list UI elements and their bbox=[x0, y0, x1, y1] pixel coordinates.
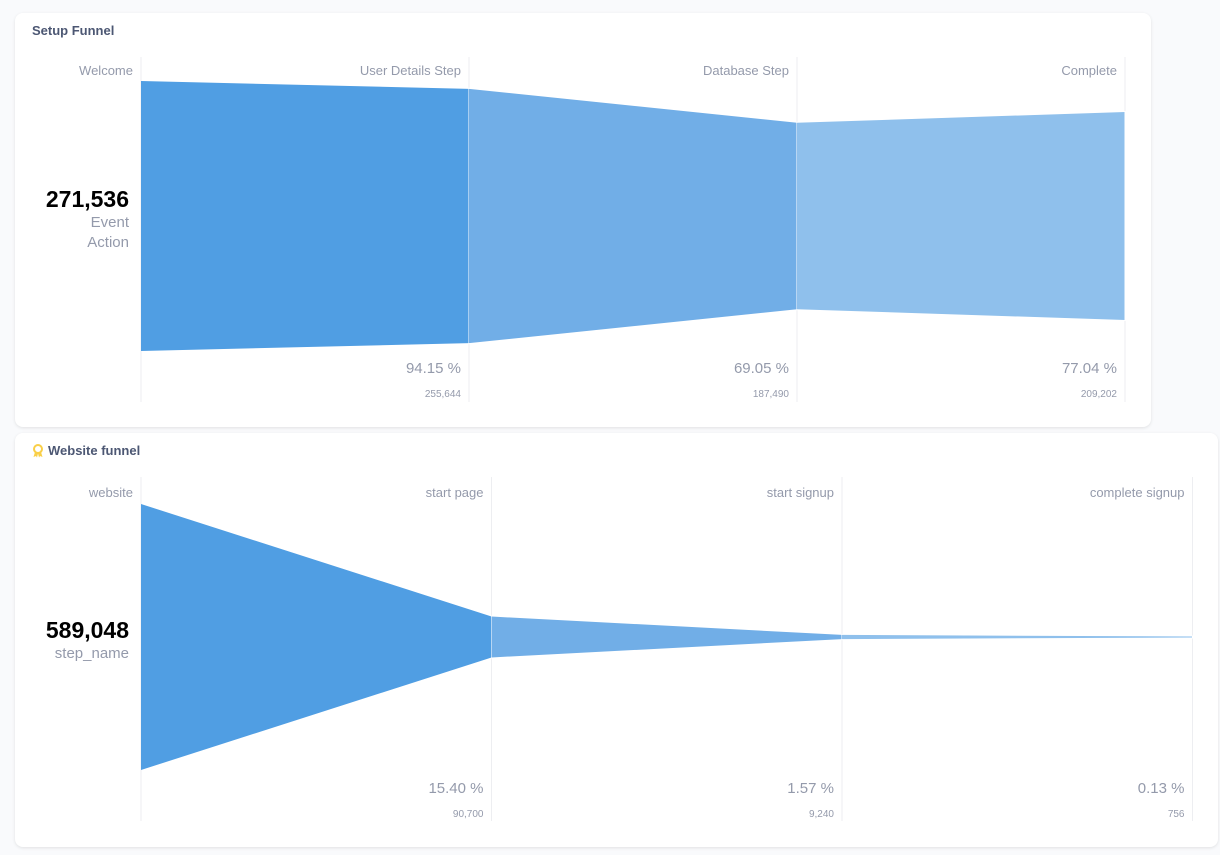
step-name-label: start signup bbox=[766, 485, 834, 500]
step-name-label: Complete bbox=[1061, 63, 1117, 78]
card-title-text[interactable]: Website funnel bbox=[48, 443, 141, 458]
funnel-segment[interactable] bbox=[842, 634, 1193, 640]
step-name-label: start page bbox=[425, 485, 484, 500]
step-count: 9,240 bbox=[808, 809, 834, 820]
step-name-label: Welcome bbox=[79, 63, 133, 78]
step-percent: 69.05 % bbox=[733, 360, 789, 377]
metric-line: Event bbox=[90, 214, 129, 231]
step-name-label: User Details Step bbox=[359, 63, 461, 78]
funnel-chart bbox=[140, 57, 1126, 402]
funnel-segment[interactable] bbox=[141, 504, 492, 770]
funnel-segment[interactable] bbox=[469, 88, 797, 344]
funnel-total: 271,536 bbox=[45, 186, 129, 212]
funnel-total: 589,048 bbox=[45, 617, 129, 643]
step-count: 90,700 bbox=[452, 809, 484, 820]
funnel-segment[interactable] bbox=[797, 111, 1125, 321]
card-title-text[interactable]: Setup Funnel bbox=[32, 23, 115, 38]
step-percent: 1.57 % bbox=[787, 780, 834, 797]
step-name-label: website bbox=[88, 485, 133, 500]
step-percent: 77.04 % bbox=[1061, 360, 1117, 377]
metric-line: step_name bbox=[54, 645, 129, 662]
card-title[interactable]: Website funnel bbox=[32, 443, 140, 458]
funnel-segment[interactable] bbox=[141, 81, 469, 351]
funnel-chart bbox=[140, 477, 1193, 821]
step-percent: 15.40 % bbox=[428, 780, 484, 797]
step-name-label: complete signup bbox=[1089, 485, 1185, 500]
funnel-metric-name: Event Action bbox=[87, 213, 129, 253]
step-percent: 94.15 % bbox=[405, 360, 461, 377]
step-name-label: Database Step bbox=[702, 63, 789, 78]
funnel-metric-name: step_name bbox=[55, 644, 129, 664]
card-title[interactable]: Setup Funnel bbox=[32, 23, 114, 38]
funnel-segment[interactable] bbox=[491, 616, 843, 658]
step-count: 209,202 bbox=[1080, 389, 1117, 400]
step-count: 255,644 bbox=[424, 389, 461, 400]
setup-funnel-card: Setup Funnel 271,536 Event Action Welcom… bbox=[15, 13, 1151, 427]
step-count: 756 bbox=[1167, 809, 1185, 820]
metric-line: Action bbox=[87, 234, 129, 251]
step-count: 187,490 bbox=[752, 389, 789, 400]
website-funnel-card: Website funnel 589,048 step_name website… bbox=[15, 433, 1218, 847]
ribbon-award-icon bbox=[33, 443, 43, 457]
step-percent: 0.13 % bbox=[1137, 780, 1185, 797]
